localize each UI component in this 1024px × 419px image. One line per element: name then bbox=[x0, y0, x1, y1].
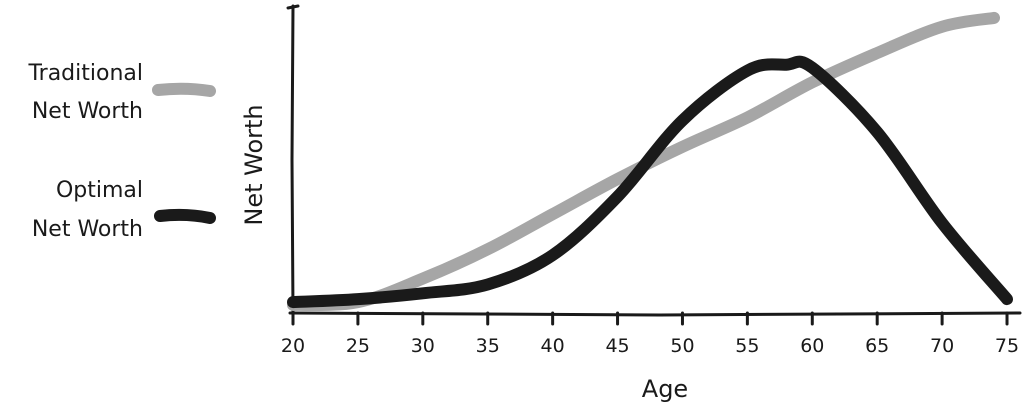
y-axis-cap bbox=[286, 4, 300, 10]
series-layer bbox=[287, 11, 1013, 312]
x-ticks: 20 25 30 35 40 45 50 55 60 65 70 75 bbox=[281, 311, 1019, 357]
legend-label-line2: Net Worth bbox=[32, 99, 143, 124]
x-tick-label: 70 bbox=[930, 335, 954, 357]
x-tick-label: 25 bbox=[346, 335, 370, 357]
x-tick-label: 60 bbox=[800, 335, 824, 357]
legend-swatch-traditional bbox=[152, 82, 216, 97]
legend-item-traditional: Traditional Net Worth bbox=[27, 61, 216, 124]
x-tick-label: 30 bbox=[411, 335, 435, 357]
x-tick-label: 35 bbox=[476, 335, 500, 357]
x-tick-label: 75 bbox=[995, 335, 1019, 357]
x-axis-title: Age bbox=[642, 375, 688, 403]
legend-label-line1: Optimal bbox=[56, 178, 143, 203]
x-tick-label: 65 bbox=[865, 335, 889, 357]
legend-item-optimal: Optimal Net Worth bbox=[32, 178, 216, 242]
x-tick-label: 45 bbox=[605, 335, 629, 357]
legend: Traditional Net Worth Optimal Net Worth bbox=[27, 61, 216, 242]
x-tick-label: 50 bbox=[670, 335, 694, 357]
x-axis-line bbox=[288, 311, 1022, 317]
series-line-optimal bbox=[287, 55, 1013, 309]
y-axis-title: Net Worth bbox=[240, 104, 268, 225]
x-tick-label: 55 bbox=[735, 335, 759, 357]
legend-label-line2: Net Worth bbox=[32, 217, 143, 242]
y-axis-line bbox=[290, 4, 295, 314]
legend-swatch-optimal bbox=[154, 208, 216, 224]
x-tick-label: 40 bbox=[541, 335, 565, 357]
x-tick-label: 20 bbox=[281, 335, 305, 357]
legend-label-line1: Traditional bbox=[27, 61, 143, 86]
